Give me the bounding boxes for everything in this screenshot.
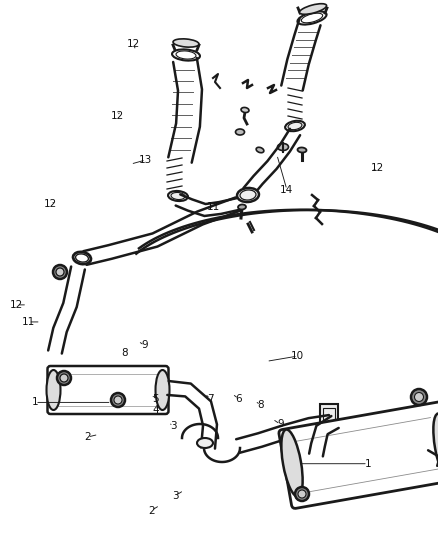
Ellipse shape [295, 487, 309, 501]
Ellipse shape [236, 129, 244, 135]
Ellipse shape [53, 265, 67, 279]
Text: 8: 8 [121, 348, 128, 358]
Text: 2: 2 [148, 506, 155, 515]
Text: 7: 7 [207, 394, 214, 403]
Text: 5: 5 [152, 394, 159, 403]
Ellipse shape [155, 370, 170, 410]
Text: 1: 1 [364, 459, 371, 469]
Text: 12: 12 [44, 199, 57, 208]
FancyBboxPatch shape [279, 401, 438, 508]
Text: 1: 1 [32, 398, 39, 407]
Text: 2: 2 [84, 432, 91, 442]
Text: 3: 3 [172, 491, 179, 500]
Ellipse shape [285, 121, 305, 131]
Text: 9: 9 [141, 341, 148, 350]
Text: 12: 12 [127, 39, 140, 49]
Text: 11: 11 [22, 317, 35, 327]
Text: 9: 9 [277, 419, 284, 429]
Ellipse shape [300, 4, 327, 14]
Ellipse shape [238, 205, 246, 209]
Text: 4: 4 [152, 406, 159, 415]
Text: 14: 14 [280, 185, 293, 195]
Ellipse shape [241, 108, 249, 112]
Ellipse shape [281, 430, 303, 497]
Ellipse shape [56, 268, 64, 276]
Ellipse shape [57, 371, 71, 385]
Ellipse shape [433, 414, 438, 481]
Ellipse shape [414, 392, 424, 401]
Text: 11: 11 [207, 202, 220, 212]
Bar [323, 408, 335, 423]
Bar [320, 404, 338, 426]
FancyBboxPatch shape [47, 366, 169, 414]
Ellipse shape [46, 370, 60, 410]
Ellipse shape [114, 396, 122, 404]
Text: 12: 12 [371, 164, 384, 173]
Ellipse shape [411, 389, 427, 405]
Ellipse shape [297, 148, 307, 152]
Ellipse shape [111, 393, 125, 407]
Ellipse shape [168, 191, 188, 201]
Text: 8: 8 [257, 400, 264, 410]
Ellipse shape [197, 438, 213, 448]
Ellipse shape [237, 188, 259, 202]
Text: 3: 3 [170, 422, 177, 431]
Text: 12: 12 [10, 300, 23, 310]
Text: 12: 12 [111, 111, 124, 121]
Ellipse shape [60, 374, 68, 382]
Ellipse shape [173, 39, 199, 47]
Text: 10: 10 [291, 351, 304, 361]
Ellipse shape [278, 143, 289, 150]
Ellipse shape [256, 147, 264, 153]
Text: 13: 13 [139, 155, 152, 165]
Ellipse shape [298, 490, 306, 498]
Text: 6: 6 [235, 394, 242, 403]
